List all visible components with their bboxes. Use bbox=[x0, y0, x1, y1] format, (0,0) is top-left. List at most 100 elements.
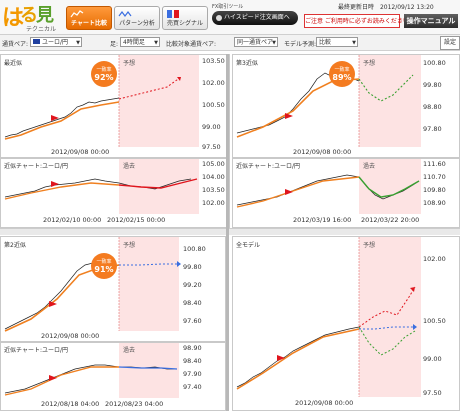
start-marker-icon bbox=[285, 189, 293, 195]
eu-flag-icon bbox=[33, 39, 40, 44]
column-divider[interactable] bbox=[226, 54, 229, 411]
highspeed-icon bbox=[216, 15, 222, 21]
similar-chart-panel-3: 近似チャート:ユーロ/円 過去 111.60 110.70 109.80 108… bbox=[232, 158, 460, 228]
logo-subtitle: テクニカル bbox=[26, 26, 57, 33]
last-updated: 最終更新日時 2012/09/12 13:20 bbox=[338, 2, 438, 11]
model-value: 比較 bbox=[319, 39, 332, 46]
highspeed-label: ハイスピード注文画面へ bbox=[224, 14, 290, 21]
forecast-arrow-head bbox=[413, 324, 417, 330]
price-tick: 111.60 bbox=[423, 160, 446, 168]
forecast-green bbox=[358, 326, 416, 356]
model-select[interactable]: 比較 ▼ bbox=[316, 37, 358, 47]
forecast-arrow-head bbox=[410, 287, 415, 292]
date-label: 2012/03/22 20:00 bbox=[361, 216, 420, 224]
pair-value: ユーロ/円 bbox=[42, 39, 69, 46]
price-tick: 108.90 bbox=[423, 199, 446, 207]
match-rate-label: 一致率 bbox=[96, 259, 112, 265]
forecast-tag: 予想 bbox=[123, 60, 136, 67]
price-tick: 99.20 bbox=[183, 281, 202, 289]
settings-button[interactable]: 設定 bbox=[440, 36, 460, 50]
highspeed-order-button[interactable]: ハイスピード注文画面へ bbox=[212, 11, 298, 25]
row-divider[interactable] bbox=[0, 228, 460, 235]
price-tick: 105.00 bbox=[202, 160, 225, 168]
price-tick: 97.60 bbox=[183, 317, 202, 325]
forecast-zone bbox=[119, 55, 199, 147]
price-tick: 98.40 bbox=[183, 357, 202, 365]
moving-average-line bbox=[4, 101, 120, 140]
forecast-line bbox=[118, 76, 182, 100]
updated-value: 2012/09/12 13:20 bbox=[379, 4, 434, 11]
second-chart bbox=[4, 237, 181, 332]
price-tick: 103.50 bbox=[202, 186, 225, 194]
logo-char-2: る bbox=[20, 5, 38, 26]
price-tick: 109.80 bbox=[423, 186, 446, 194]
toolbar: 通貨ペア: ユーロ/円 ▼ 足: 4時間足 ▼ 比較対象通貨ペア: 同一通貨ペア ▼ … bbox=[0, 35, 460, 51]
past-line bbox=[118, 366, 178, 370]
forecast-tag: 予想 bbox=[363, 242, 376, 249]
updated-label: 最終更新日時 bbox=[338, 4, 375, 11]
forecast-arrow-head bbox=[177, 261, 181, 267]
price-tick: 99.00 bbox=[423, 355, 442, 363]
chart-compare-icon bbox=[70, 10, 84, 18]
match-rate-label: 一致率 bbox=[96, 67, 112, 73]
past-line bbox=[358, 176, 420, 198]
past-line bbox=[118, 178, 198, 189]
price-tick: 97.40 bbox=[183, 383, 202, 391]
start-marker-icon bbox=[51, 115, 59, 121]
date-label: 2012/08/18 04:00 bbox=[41, 400, 100, 408]
past-tag: 過去 bbox=[123, 347, 136, 354]
logo-char-1: は bbox=[2, 6, 25, 31]
price-candles bbox=[4, 97, 120, 138]
price-tick: 100.80 bbox=[423, 59, 446, 67]
moving-average-line bbox=[236, 328, 360, 390]
forecast-red bbox=[358, 286, 416, 328]
moving-average-line bbox=[4, 182, 120, 200]
price-tick: 102.00 bbox=[202, 199, 225, 207]
price-tick: 98.80 bbox=[423, 103, 442, 111]
chart-panel-all-models: 全モデル 予想 102.00 100.50 99.00 97.50 2012/0… bbox=[232, 236, 460, 411]
start-marker-icon bbox=[49, 301, 57, 307]
match-rate-badge: 一致率 89% bbox=[329, 61, 355, 87]
period-select[interactable]: 4時間足 ▼ bbox=[120, 37, 160, 47]
period-label: 足: bbox=[110, 41, 119, 48]
past-tag: 過去 bbox=[123, 163, 136, 170]
chevron-down-icon: ▼ bbox=[76, 40, 80, 46]
date-label: 2012/09/08 00:00 bbox=[51, 148, 110, 156]
chart-compare-button[interactable]: チャート比較 bbox=[66, 6, 112, 30]
price-tick: 99.80 bbox=[423, 81, 442, 89]
price-tick: 98.40 bbox=[183, 299, 202, 307]
trade-signal-button[interactable]: 売買シグナル bbox=[162, 6, 208, 30]
pattern-analysis-button[interactable]: パターン分析 bbox=[114, 6, 160, 30]
forecast-blue bbox=[359, 326, 413, 330]
price-tick: 97.80 bbox=[423, 125, 442, 133]
compare-select[interactable]: 同一通貨ペア ▼ bbox=[234, 37, 278, 47]
price-tick: 99.80 bbox=[183, 263, 202, 271]
notice-button[interactable]: ご注意 ご利用時に必ずお読みください bbox=[304, 14, 409, 28]
past-zone bbox=[119, 343, 179, 398]
chevron-down-icon: ▼ bbox=[352, 40, 356, 46]
match-rate-badge: 一致率 92% bbox=[91, 61, 117, 87]
model-label: モデル予測: bbox=[284, 41, 317, 48]
pair-select[interactable]: ユーロ/円 ▼ bbox=[30, 37, 82, 47]
forecast-zone bbox=[359, 55, 421, 147]
panel-title: 近似チャート:ユーロ/円 bbox=[4, 347, 68, 354]
manual-button[interactable]: 操作マニュアル bbox=[404, 14, 458, 28]
date-label: 2012/02/15 00:00 bbox=[107, 216, 166, 224]
match-rate-label: 一致率 bbox=[334, 67, 350, 73]
start-marker-icon bbox=[285, 113, 293, 119]
signal-icon bbox=[167, 10, 179, 18]
date-label: 2012/09/08 00:00 bbox=[295, 399, 354, 407]
compare-value: 同一通貨ペア bbox=[237, 39, 274, 46]
date-label: 2012/09/08 00:00 bbox=[293, 148, 352, 156]
price-tick: 97.50 bbox=[423, 389, 442, 397]
start-marker-icon bbox=[277, 355, 285, 361]
similar-chart-panel-1: 近似チャート:ユーロ/円 過去 105.00 104.00 103.50 102… bbox=[0, 158, 230, 228]
pair-label: 通貨ペア: bbox=[2, 41, 29, 48]
match-rate-value: 89% bbox=[332, 73, 352, 82]
chart-panel-second: 第2近似 一致率 91% 予想 100.80 99.80 99.20 98.40… bbox=[0, 236, 226, 342]
price-tick: 100.50 bbox=[423, 317, 446, 325]
app-logo[interactable]: は る 見 テクニカル bbox=[2, 2, 62, 33]
price-tick: 100.50 bbox=[202, 101, 225, 109]
moving-average-line bbox=[4, 366, 119, 396]
forecast-zone bbox=[359, 237, 421, 397]
